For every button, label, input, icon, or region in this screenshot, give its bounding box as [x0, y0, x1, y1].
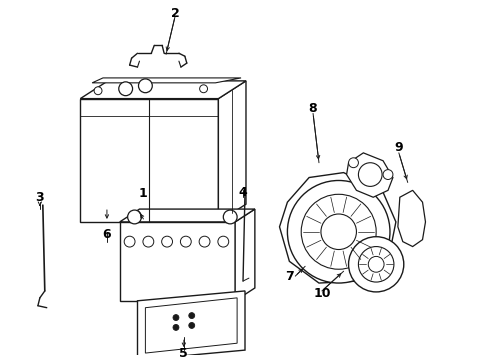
Circle shape — [301, 194, 376, 269]
Text: 2: 2 — [171, 7, 179, 20]
Text: 1: 1 — [139, 187, 148, 200]
Circle shape — [348, 158, 358, 168]
Circle shape — [189, 323, 195, 328]
Polygon shape — [80, 99, 219, 222]
Polygon shape — [346, 153, 393, 197]
Circle shape — [368, 256, 384, 272]
Polygon shape — [279, 172, 396, 283]
Polygon shape — [92, 78, 241, 83]
Circle shape — [218, 236, 229, 247]
Circle shape — [124, 236, 135, 247]
Circle shape — [94, 87, 102, 95]
Text: 8: 8 — [309, 102, 318, 115]
Circle shape — [199, 85, 208, 93]
Text: 4: 4 — [239, 186, 247, 199]
Circle shape — [288, 180, 390, 283]
Polygon shape — [235, 209, 255, 301]
Circle shape — [139, 79, 152, 93]
Circle shape — [127, 210, 142, 224]
Circle shape — [180, 236, 191, 247]
Circle shape — [199, 236, 210, 247]
Circle shape — [119, 82, 133, 96]
Text: 9: 9 — [394, 141, 403, 154]
Polygon shape — [146, 298, 237, 353]
Circle shape — [173, 324, 179, 330]
Circle shape — [223, 210, 237, 224]
Text: 6: 6 — [102, 228, 111, 241]
Text: 3: 3 — [36, 191, 44, 204]
Polygon shape — [219, 81, 246, 222]
Circle shape — [348, 237, 404, 292]
Polygon shape — [120, 222, 235, 301]
Polygon shape — [398, 190, 425, 247]
Text: 5: 5 — [179, 347, 188, 360]
Circle shape — [321, 214, 356, 249]
Circle shape — [358, 163, 382, 186]
Circle shape — [358, 247, 394, 282]
Circle shape — [162, 236, 172, 247]
Circle shape — [143, 236, 154, 247]
Polygon shape — [138, 291, 245, 360]
Polygon shape — [80, 81, 246, 99]
Polygon shape — [120, 209, 255, 222]
Text: 7: 7 — [285, 270, 294, 283]
Text: 10: 10 — [313, 287, 331, 300]
Circle shape — [383, 170, 393, 180]
Circle shape — [173, 315, 179, 320]
Circle shape — [189, 312, 195, 319]
